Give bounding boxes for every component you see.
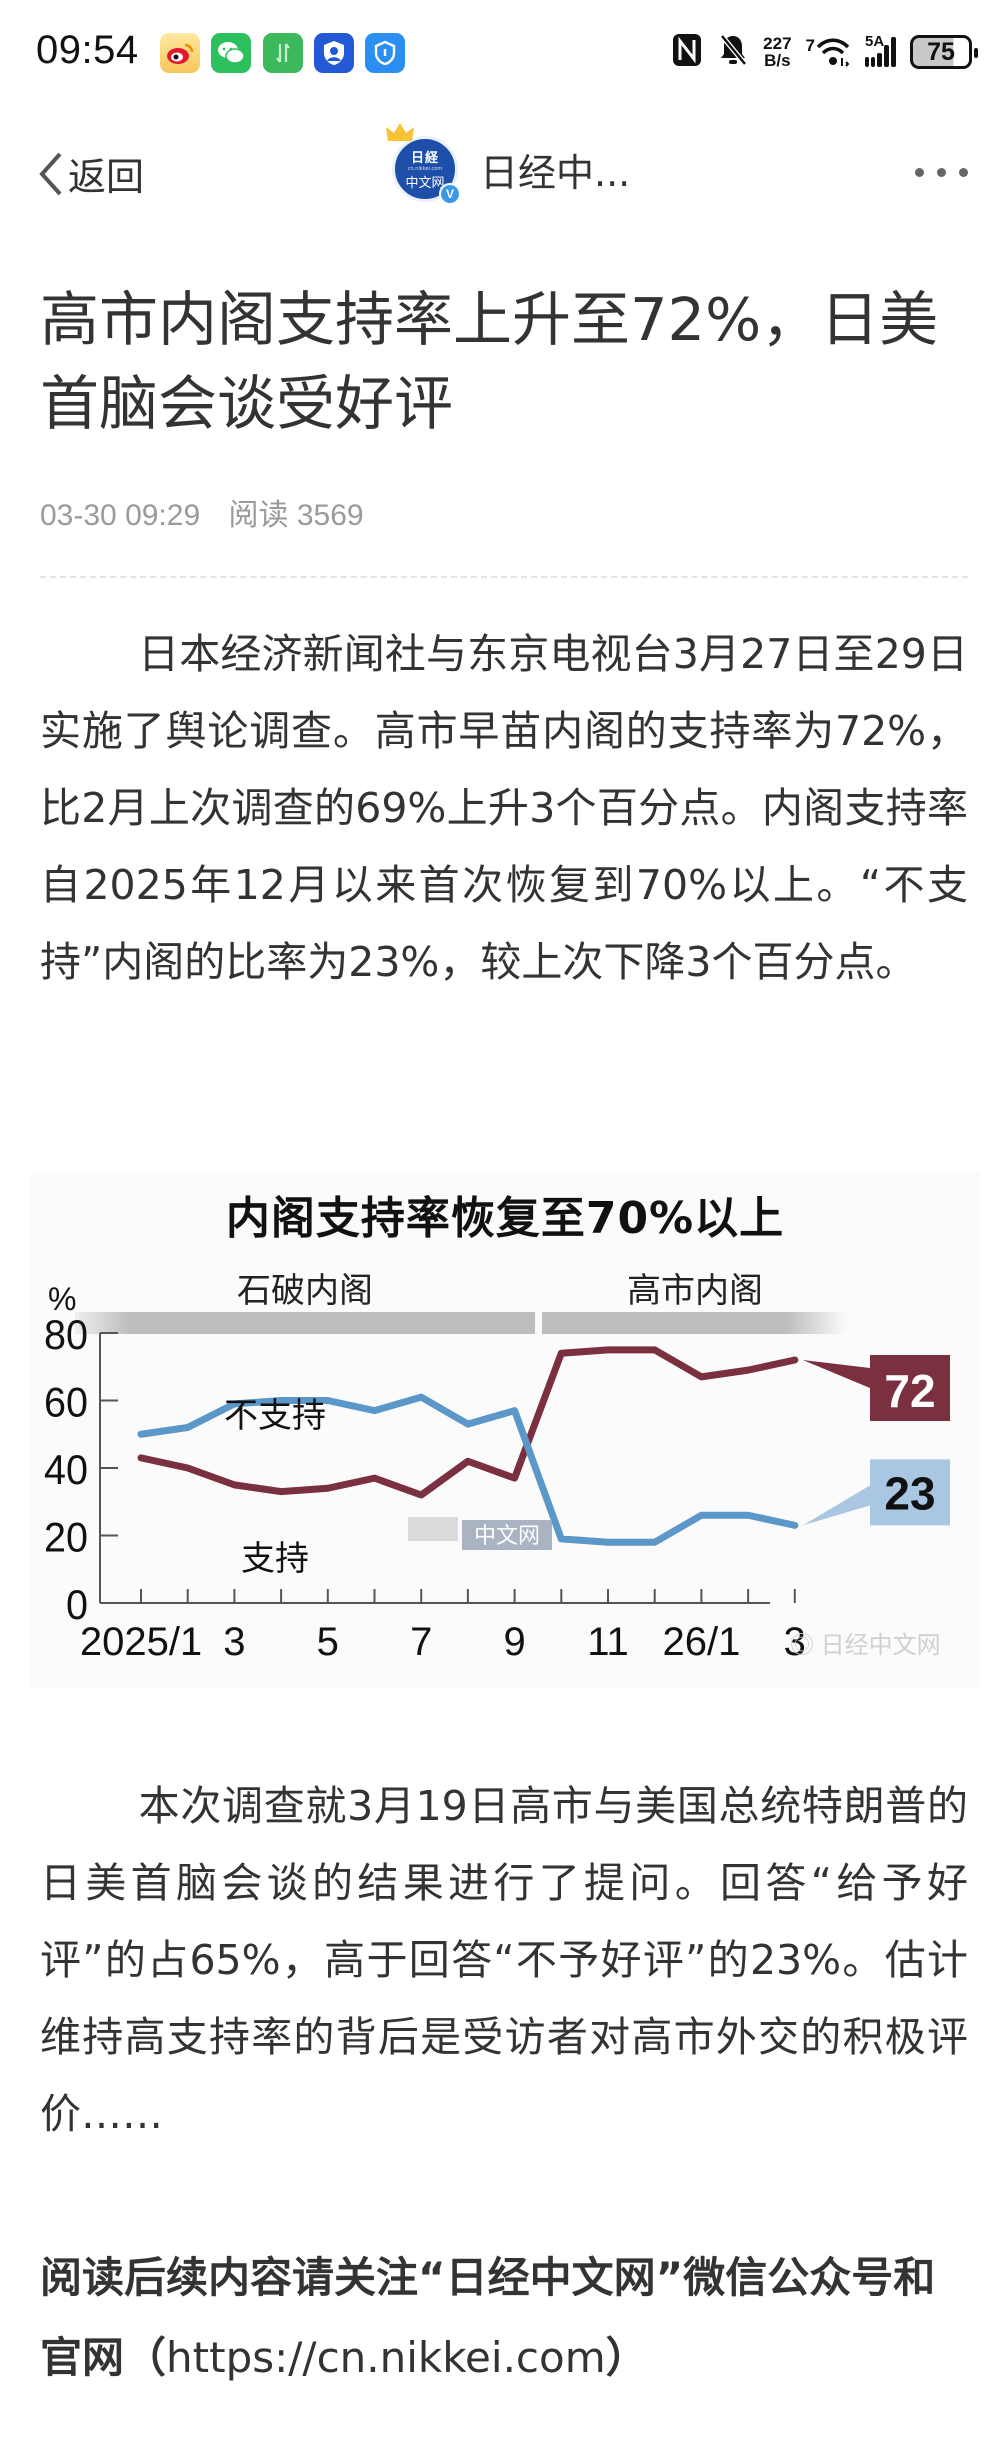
svg-text:石破内阁: 石破内阁: [237, 1272, 373, 1310]
svg-text:%: %: [48, 1281, 76, 1317]
data-transfer-icon: [263, 33, 303, 73]
svg-text:9: 9: [503, 1620, 525, 1664]
chart-plot: 石破内阁 高市内阁% 0 20 40 60 80 2025/1 3 5 7 9 11 26/1 3 不支持支持…: [44, 1272, 950, 1664]
svg-text:20: 20: [44, 1514, 88, 1561]
follow-cta: 阅读后续内容请关注“日经中文网”微信公众号和官网（https://cn.nikk…: [40, 2253, 936, 2382]
account-header[interactable]: 日経 cn.nikkei.com 中文网 V 日经中...: [386, 123, 631, 205]
chart-title: 内阁支持率恢复至70%以上: [225, 1193, 785, 1244]
more-dot-icon: [937, 168, 946, 177]
approval-rating-chart[interactable]: 内阁支持率恢复至70%以上 石破内阁 高市内阁% 0 20 40 60 80 2025/1 3 5…: [30, 1172, 980, 1687]
shield-icon: [365, 33, 405, 73]
weibo-icon: [160, 33, 200, 73]
wechat-icon: [211, 33, 251, 73]
article-title: 高市内阁支持率上升至72%，日美首脑会谈受好评: [40, 285, 939, 438]
account-security-icon: [314, 33, 354, 73]
svg-text:5: 5: [317, 1620, 339, 1664]
back-label: 返回: [68, 155, 145, 199]
account-name[interactable]: 日经中...: [480, 150, 631, 195]
article-paragraph: 本次调查就3月19日高市与美国总统特朗普的日美首脑会谈的结果进行了提问。回答“给…: [40, 1782, 968, 2138]
wifi-icon: 7: [806, 36, 851, 68]
more-dot-icon: [959, 168, 968, 177]
verified-badge-icon: V: [439, 183, 461, 205]
article-meta: 03-30 09:29 阅读 3569: [40, 490, 364, 534]
svg-text:11: 11: [587, 1620, 629, 1664]
svg-text:3: 3: [784, 1620, 806, 1664]
status-bar: 09:54 227 B/s 7 5A: [0, 0, 1008, 110]
bell-muted-icon: [717, 32, 749, 72]
status-time: 09:54: [36, 28, 139, 72]
nfc-icon: [671, 32, 703, 72]
network-speed: 227 B/s: [763, 34, 792, 70]
article-paragraph: 日本经济新闻社与东京电视台3月27日至29日实施了舆论调查。高市早苗内阁的支持率…: [40, 630, 968, 986]
svg-text:2025/1: 2025/1: [80, 1620, 202, 1664]
svg-text:23: 23: [884, 1467, 935, 1519]
battery-icon: 75: [910, 35, 978, 69]
back-button[interactable]: 返回: [36, 146, 144, 201]
nav-bar: 返回 日経 cn.nikkei.com 中文网 V 日经中...: [0, 118, 1008, 228]
chevron-left-icon: [39, 152, 62, 195]
svg-text:80: 80: [44, 1311, 88, 1358]
svg-text:◎ 日经中文网: ◎ 日经中文网: [790, 1632, 941, 1659]
avatar[interactable]: 日経 cn.nikkei.com 中文网 V: [386, 123, 461, 205]
svg-text:0: 0: [66, 1581, 88, 1628]
svg-text:高市内阁: 高市内阁: [627, 1272, 763, 1310]
cellular-signal-icon: 5A: [865, 33, 896, 67]
svg-text:3: 3: [223, 1620, 245, 1664]
svg-text:72: 72: [884, 1365, 935, 1417]
svg-text:不支持: 不支持: [224, 1397, 326, 1435]
svg-text:7: 7: [410, 1620, 432, 1664]
svg-text:支持: 支持: [241, 1540, 309, 1578]
reads-count: 3569: [296, 499, 364, 532]
svg-text:40: 40: [44, 1446, 88, 1493]
more-dot-icon: [915, 168, 924, 177]
svg-text:中文网: 中文网: [474, 1523, 540, 1548]
divider: [40, 576, 968, 578]
svg-text:60: 60: [44, 1379, 88, 1426]
svg-text:26/1: 26/1: [662, 1620, 740, 1664]
publish-date: 03-30 09:29: [40, 499, 201, 532]
reads-label: 阅读: [228, 499, 289, 532]
website-link[interactable]: https://cn.nikkei.com: [166, 2333, 606, 2382]
more-options-button[interactable]: [915, 168, 968, 177]
crown-icon: [386, 123, 414, 141]
